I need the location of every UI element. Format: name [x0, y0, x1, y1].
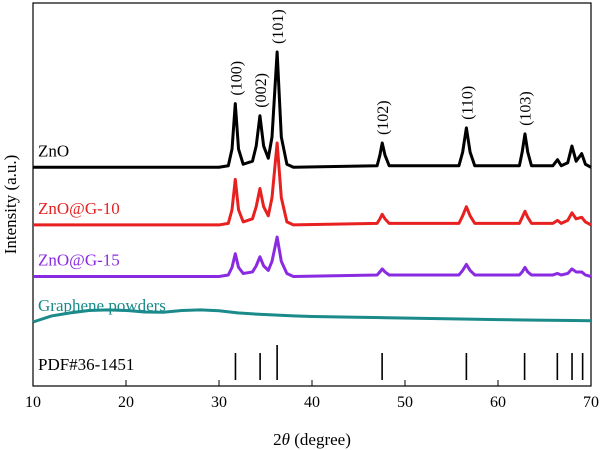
peak-label-4: (110)	[459, 86, 476, 120]
reference-label: PDF#36-1451	[38, 355, 134, 374]
x-axis-label: 2θ (degree)	[273, 430, 351, 449]
series-line-2	[33, 235, 592, 278]
peak-label-2: (101)	[270, 9, 287, 44]
x-tick-label-10: 10	[25, 394, 41, 411]
series-lines	[32, 50, 592, 324]
peak-label-3: (102)	[375, 100, 392, 135]
series-label-2: ZnO@G-15	[38, 250, 120, 269]
peak-label-5: (103)	[518, 91, 535, 126]
series-line-3	[32, 308, 592, 324]
x-axis-ticks: 10 20 30 40 50 60 70	[25, 380, 599, 411]
y-axis-label: Intensity (a.u.)	[1, 155, 20, 255]
x-tick-label-30: 30	[211, 394, 227, 411]
series-label-1: ZnO@G-10	[38, 199, 120, 218]
series-line-0	[33, 50, 592, 169]
x-tick-label-40: 40	[304, 394, 320, 411]
x-tick-label-70: 70	[583, 394, 599, 411]
reference-pattern	[234, 345, 584, 380]
series-label-3: Graphene powders	[38, 296, 166, 315]
x-tick-label-50: 50	[397, 394, 413, 411]
peak-labels: (100) (002) (101) (102) (110) (103)	[228, 9, 534, 135]
x-tick-label-60: 60	[490, 394, 506, 411]
peak-label-0: (100)	[228, 61, 245, 96]
x-tick-label-20: 20	[118, 394, 134, 411]
series-line-1	[33, 141, 592, 227]
series-labels: ZnO ZnO@G-10 ZnO@G-15 Graphene powders	[38, 141, 166, 315]
peak-label-1: (002)	[253, 73, 270, 108]
series-label-0: ZnO	[38, 141, 69, 160]
plot-frame	[32, 2, 592, 387]
